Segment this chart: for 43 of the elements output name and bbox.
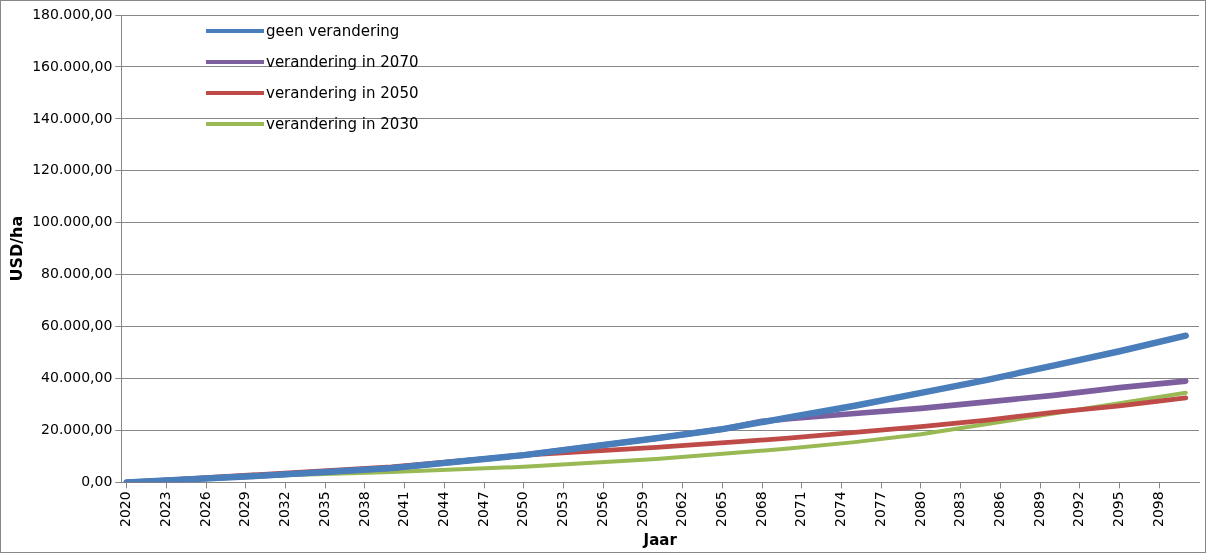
y-tick-label: 0,00 — [81, 473, 113, 490]
x-axis-title: Jaar — [642, 530, 678, 549]
x-tick-label: 2056 — [593, 491, 610, 528]
legend-label: verandering in 2070 — [266, 52, 419, 71]
y-tick-label: 140.000,00 — [32, 109, 113, 126]
legend-label: verandering in 2030 — [266, 114, 419, 133]
x-tick-label: 2077 — [871, 491, 888, 528]
x-tick-label: 2089 — [1030, 491, 1047, 528]
y-tick-label: 160.000,00 — [32, 57, 113, 74]
x-tick-label: 2083 — [951, 491, 968, 528]
x-tick-label: 2062 — [673, 491, 690, 528]
x-tick-label: 2038 — [355, 491, 372, 528]
x-tick-label: 2068 — [752, 491, 769, 528]
x-tick-label: 2053 — [554, 491, 571, 528]
x-tick-label: 2035 — [315, 491, 332, 528]
x-tick-label: 2041 — [395, 491, 412, 528]
y-tick-label: 100.000,00 — [32, 213, 113, 230]
y-tick-label: 180.000,00 — [32, 5, 113, 22]
x-tick-label: 2029 — [236, 491, 253, 528]
y-tick-label: 20.000,00 — [41, 421, 113, 438]
x-tick-label: 2065 — [713, 491, 730, 528]
x-tick-label: 2026 — [196, 491, 213, 528]
x-tick-label: 2050 — [514, 491, 531, 528]
x-tick-label: 2023 — [157, 491, 174, 528]
y-tick-label: 120.000,00 — [32, 161, 113, 178]
y-tick-label: 80.000,00 — [41, 265, 113, 282]
x-tick-label: 2098 — [1149, 491, 1166, 528]
x-tick-label: 2095 — [1110, 491, 1127, 528]
x-tick-label: 2044 — [435, 491, 452, 528]
y-tick-label: 60.000,00 — [41, 317, 113, 334]
x-tick-label: 2086 — [991, 491, 1008, 528]
x-tick-label: 2092 — [1070, 491, 1087, 528]
x-tick-label: 2059 — [633, 491, 650, 528]
y-tick-label: 40.000,00 — [41, 369, 113, 386]
x-tick-label: 2032 — [276, 491, 293, 528]
legend-label: verandering in 2050 — [266, 83, 419, 102]
x-tick-label: 2047 — [474, 491, 491, 528]
legend-label: geen verandering — [266, 21, 400, 40]
x-tick-label: 2071 — [792, 491, 809, 528]
x-tick-label: 2080 — [911, 491, 928, 528]
y-axis-title: USD/ha — [6, 215, 26, 282]
x-tick-label: 2020 — [117, 491, 134, 528]
x-tick-label: 2074 — [832, 491, 849, 528]
